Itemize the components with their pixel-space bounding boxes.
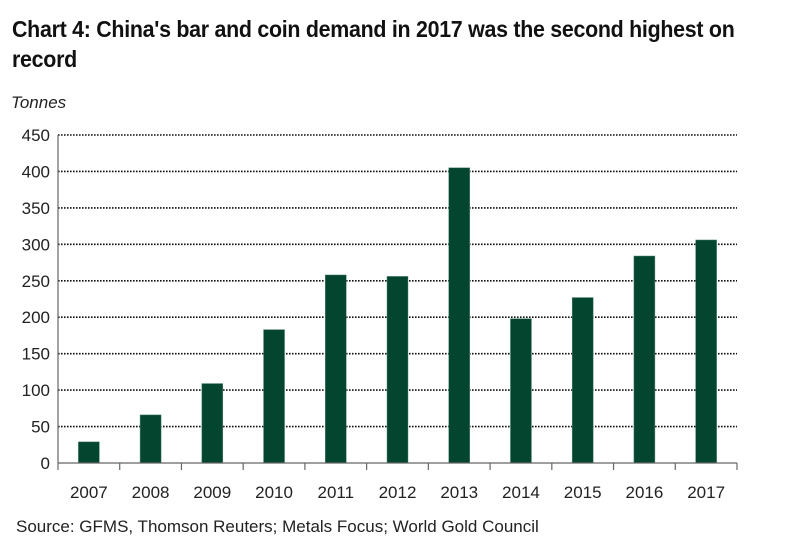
y-tick-label: 350 [22,199,50,218]
source-note: Source: GFMS, Thomson Reuters; Metals Fo… [16,517,539,536]
bar-2014 [510,318,532,464]
bar-2012 [386,276,409,464]
y-tick-label: 300 [22,235,50,254]
y-tick-label: 50 [31,418,50,437]
chart-title: Chart 4: China's bar and coin demand in … [12,16,735,72]
y-tick-label: 250 [22,272,50,291]
y-tick-label: 150 [22,345,50,364]
y-axis-ticks: 0 50 100 150 200 250 300 350 400 450 [22,126,50,473]
x-tick-label: 2010 [255,483,293,502]
axes [57,135,738,470]
x-tick-label: 2013 [440,483,478,502]
bar-2011 [325,274,347,464]
x-tick-label: 2016 [625,483,663,502]
x-tick-label: 2017 [687,483,725,502]
y-tick-label: 400 [22,162,50,181]
bar-2017 [695,239,717,464]
bar-2007 [78,441,100,464]
x-tick-label: 2007 [70,483,108,502]
x-tick-label: 2012 [379,483,417,502]
bar-2013 [448,167,470,464]
y-tick-label: 450 [22,126,50,145]
x-tick-label: 2009 [193,483,231,502]
bar-2010 [263,329,285,464]
bars [78,167,717,464]
bar-2015 [571,297,594,464]
x-tick-label: 2011 [317,483,354,502]
y-tick-label: 100 [22,381,50,400]
y-tick-label: 200 [22,308,50,327]
y-axis-label: Tonnes [11,93,67,112]
bar-2016 [633,255,656,464]
x-tick-label: 2008 [132,483,170,502]
x-axis-ticks: 2007 2008 2009 2010 2011 2012 2013 2014 2015 2016… [70,483,725,502]
y-tick-label: 0 [41,454,50,473]
x-tick-label: 2015 [564,483,602,502]
x-tick-label: 2014 [502,483,540,502]
bar-2009 [201,383,224,464]
bar-2008 [139,414,162,464]
